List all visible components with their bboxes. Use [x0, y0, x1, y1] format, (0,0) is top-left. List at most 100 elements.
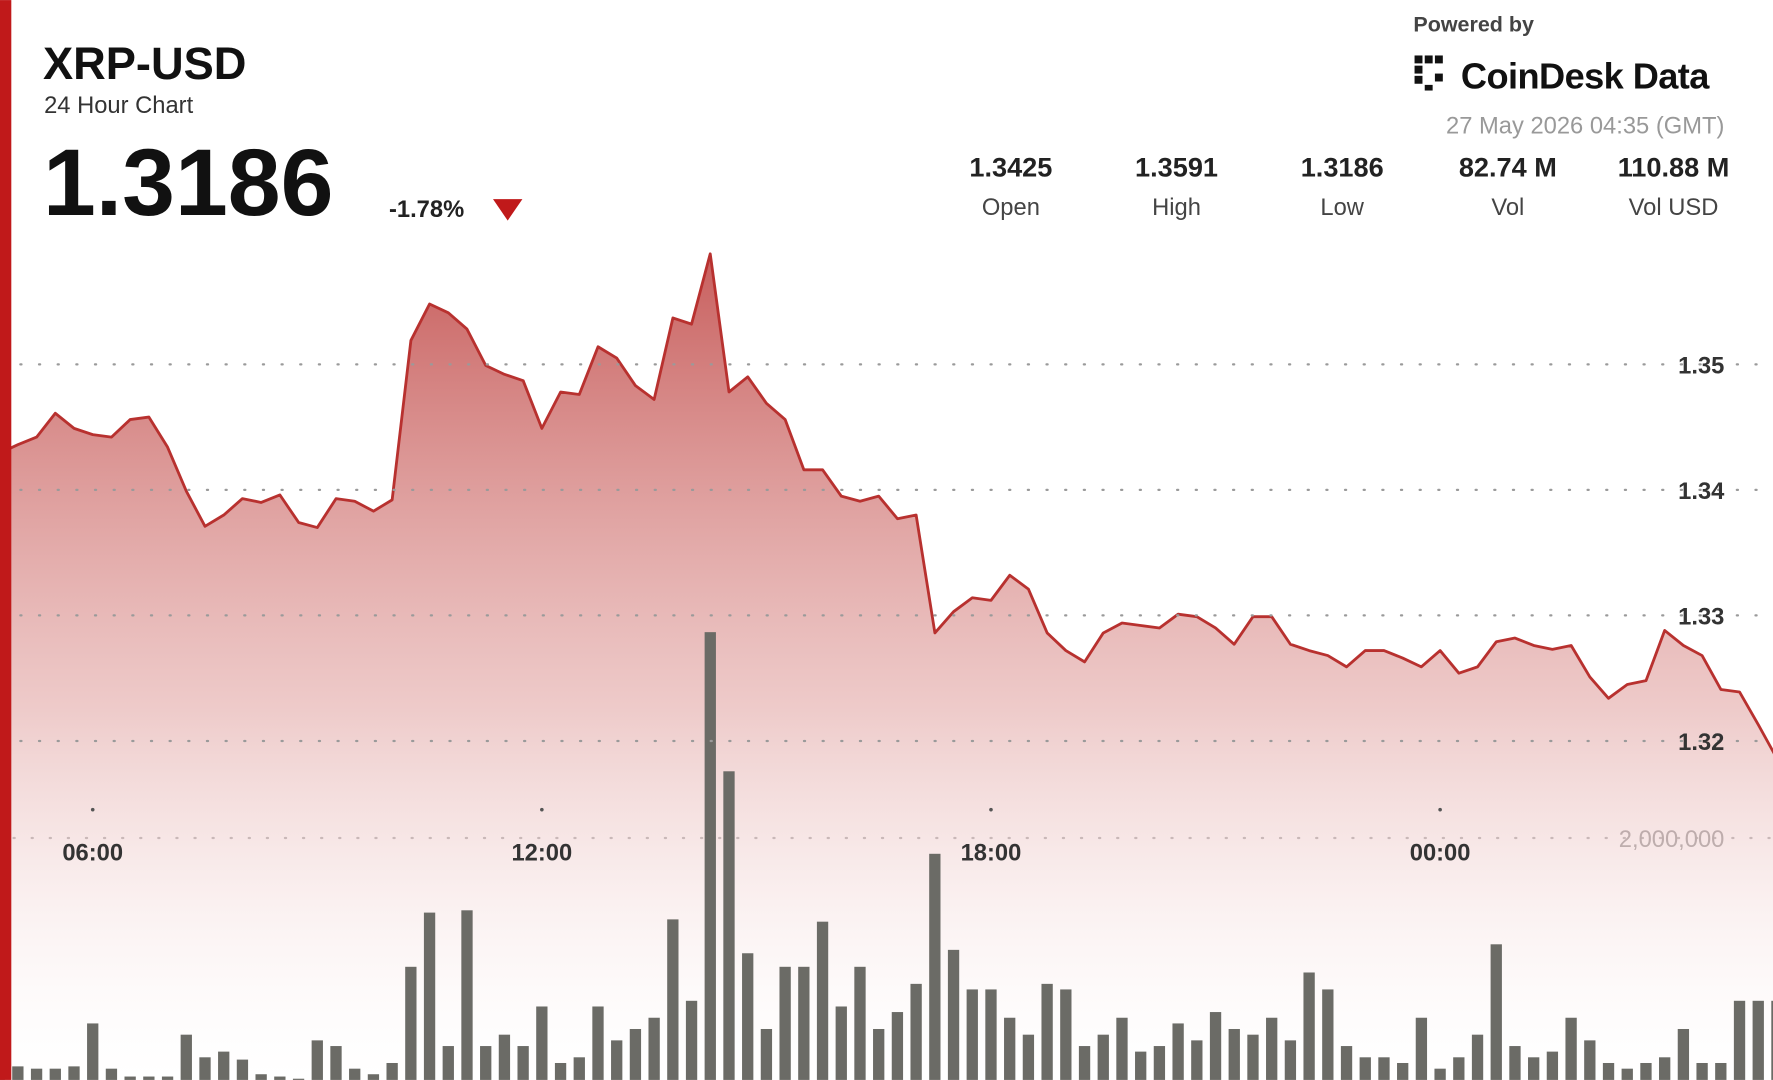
price-line	[0, 252, 1773, 755]
x-tick-mark	[989, 807, 993, 812]
volume-bar	[760, 1028, 773, 1080]
volume-bar	[1733, 1000, 1746, 1080]
volume-bar	[1041, 983, 1053, 1080]
volume-bar	[1284, 1040, 1297, 1080]
x-tick-label: 00:00	[1410, 841, 1471, 867]
volume-bar	[180, 1034, 192, 1080]
volume-bar	[1696, 1062, 1708, 1080]
volume-bar	[461, 910, 473, 1080]
volume-bar	[985, 989, 997, 1080]
volume-bar	[1621, 1068, 1633, 1080]
y-tick-label: 1.32	[1678, 730, 1724, 756]
plot: 2,000,0001.321.331.341.3506:0012:0018:00…	[0, 252, 1773, 1080]
volume-bar	[1097, 1034, 1109, 1080]
volume-bar	[1116, 1017, 1128, 1080]
volume-bar	[611, 1040, 623, 1080]
subtitle: 24 Hour Chart	[44, 93, 193, 119]
volume-bar	[873, 1028, 885, 1080]
volume-bar	[480, 1046, 492, 1080]
volume-bar	[835, 1006, 847, 1080]
stats: 1.3425 Open 1.3591 High 1.3186 Low 82.74 M Vol 1…	[969, 151, 1729, 220]
stat-value: 110.88 M	[1618, 151, 1730, 182]
volume-bar	[1490, 944, 1502, 1080]
volume-bar	[1434, 1068, 1446, 1080]
stat-label: Low	[1320, 195, 1364, 221]
volume-bar	[292, 1078, 305, 1080]
volume-bar	[1659, 1057, 1671, 1080]
volume-bar	[929, 853, 941, 1080]
volume-bar	[367, 1074, 380, 1080]
volume-bar	[1060, 989, 1072, 1080]
volume-bar	[1228, 1028, 1240, 1080]
stat-value: 82.74 M	[1459, 151, 1557, 182]
volume-bar	[629, 1028, 642, 1080]
volume-bar	[274, 1076, 286, 1080]
volume-bar	[330, 1046, 342, 1080]
change: -1.78%	[389, 197, 464, 223]
volume-bar	[1677, 1028, 1690, 1080]
volume-bar	[1565, 1017, 1577, 1080]
y-tick-label: 1.34	[1678, 479, 1725, 505]
volume-bar	[1209, 1012, 1222, 1080]
volume-bar	[1022, 1034, 1035, 1080]
x-tick-label: 12:00	[511, 841, 572, 867]
volume-bar	[442, 1046, 454, 1080]
stat-label: Open	[982, 195, 1040, 221]
volume-bar	[648, 1017, 660, 1080]
volume-bar	[554, 1062, 567, 1080]
volume-bar	[816, 921, 829, 1080]
volume-bar	[910, 983, 922, 1080]
volume-bar	[723, 771, 735, 1080]
volume-bar	[1135, 1051, 1147, 1080]
volume-bar	[1322, 989, 1334, 1080]
volume-bar	[12, 1066, 24, 1080]
volume-bar	[1528, 1057, 1540, 1080]
symbol: XRP-USD	[43, 38, 247, 89]
volume-bar	[1752, 1000, 1764, 1080]
volume-bar	[161, 1076, 174, 1080]
volume-bar	[1266, 1017, 1278, 1080]
volume-bar	[592, 1006, 604, 1080]
volume-bar	[517, 1046, 529, 1080]
volume-bar	[1004, 1017, 1016, 1080]
volume-bar	[49, 1068, 61, 1080]
volume-bar	[1584, 1040, 1596, 1080]
x-tick-mark	[90, 807, 95, 812]
volume-bar	[667, 919, 679, 1080]
price-area	[0, 253, 1773, 1080]
volume-bar	[1453, 1057, 1465, 1080]
volume-bar	[1546, 1051, 1559, 1080]
volume-bar	[1509, 1046, 1521, 1080]
volume-bar	[311, 1040, 323, 1080]
x-tick-label: 18:00	[961, 841, 1022, 867]
volume-bar	[1247, 1034, 1259, 1080]
volume-bar	[1303, 972, 1315, 1080]
volume-bar	[1191, 1040, 1203, 1080]
volume-bar	[87, 1023, 99, 1080]
volume-bar	[349, 1068, 361, 1080]
volume-bar	[536, 1006, 548, 1080]
stat-label: Vol	[1491, 195, 1524, 221]
volume-bar	[236, 1059, 249, 1080]
volume-bar	[386, 1062, 398, 1080]
down-arrow	[493, 199, 523, 221]
volume-bar	[966, 989, 978, 1080]
volume-bar	[143, 1076, 155, 1080]
volume-bar	[742, 953, 754, 1080]
volume-bar	[947, 949, 960, 1080]
volume-bar	[1153, 1046, 1166, 1080]
volume-bar	[1471, 1034, 1484, 1080]
volume-bar	[1602, 1062, 1615, 1080]
volume-bar	[779, 966, 791, 1080]
volume-bar	[1359, 1057, 1371, 1080]
volume-bar	[1771, 1000, 1773, 1080]
stat-value: 1.3425	[969, 151, 1052, 182]
stat-value: 1.3186	[1301, 151, 1384, 182]
volume-bar	[1640, 1062, 1652, 1080]
volume-bar	[199, 1057, 211, 1080]
volume-bar	[218, 1051, 230, 1080]
volume-bar	[854, 966, 866, 1080]
brand: CoinDesk Data	[1461, 55, 1710, 96]
stat-label: Vol USD	[1629, 195, 1719, 221]
